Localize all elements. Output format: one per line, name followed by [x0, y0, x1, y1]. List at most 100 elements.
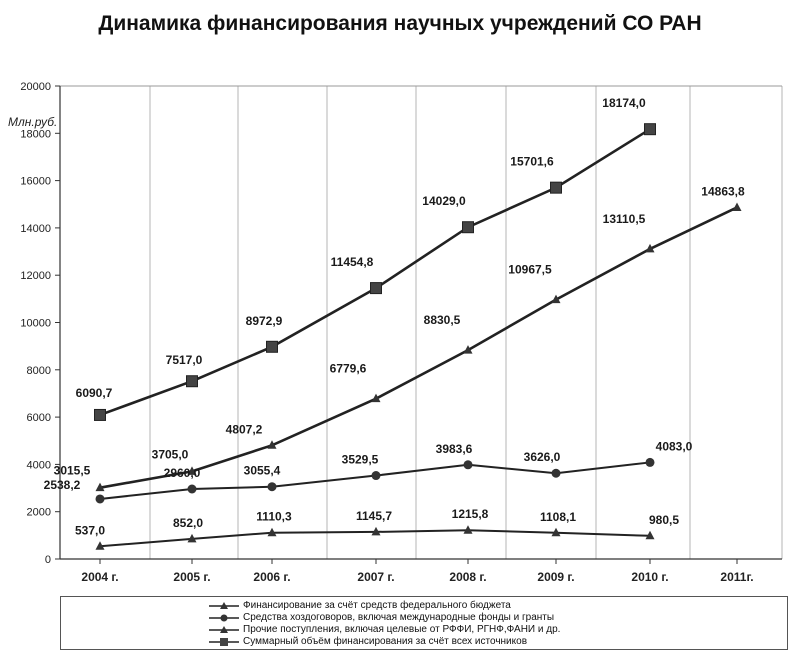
data-point-circle: [463, 460, 473, 470]
data-label: 3529,5: [342, 453, 379, 467]
data-point-square: [266, 340, 278, 353]
legend-item: Прочие поступления, включая целевые от Р…: [209, 624, 560, 636]
legend-swatch-icon: [209, 638, 239, 646]
y-tick-label: 20000: [20, 81, 51, 93]
data-point-square: [550, 181, 562, 194]
data-point-triangle: [95, 482, 105, 492]
x-tick-label: 2010 г.: [631, 570, 668, 584]
y-tick-label: 2000: [27, 507, 51, 519]
data-label: 537,0: [75, 523, 105, 537]
data-point-square: [644, 123, 656, 136]
series-layer: [94, 123, 742, 550]
data-label: 11454,8: [331, 255, 374, 269]
legend-item: Суммарный объём финансирования за счёт в…: [209, 636, 527, 648]
data-point-circle: [371, 471, 381, 481]
data-point-triangle: [371, 526, 381, 536]
data-label: 6779,6: [330, 362, 367, 376]
series-3: [95, 525, 655, 550]
data-label: 2960,0: [164, 466, 201, 480]
data-point-triangle: [551, 294, 561, 304]
x-tick-label: 2005 г.: [173, 570, 210, 584]
data-point-circle: [267, 482, 277, 492]
series-line: [99, 128, 651, 417]
data-point-circle: [551, 468, 561, 478]
data-labels: 3015,5 3705,0 4807,2 6779,6 8830,5 10967,5 131…: [44, 96, 745, 537]
y-tick-label: 18000: [20, 128, 51, 140]
legend: Финансирование за счёт средств федеральн…: [60, 596, 788, 650]
data-point-triangle: [267, 440, 277, 449]
data-label: 1145,7: [356, 509, 392, 523]
series-2: [95, 457, 655, 504]
data-point-circle: [95, 494, 105, 504]
data-point-circle: [187, 484, 197, 494]
y-tick-label: 10000: [20, 318, 51, 330]
legend-label: Средства хоздоговоров, включая междунаро…: [243, 612, 555, 623]
data-label: 3705,0: [152, 447, 189, 461]
data-label: 14029,0: [422, 194, 466, 208]
data-label: 3626,0: [524, 450, 561, 464]
data-label: 852,0: [173, 516, 203, 530]
data-label: 18174,0: [602, 96, 646, 110]
chart-title: Динамика финансирования научных учрежден…: [98, 12, 702, 35]
data-label: 7517,0: [166, 353, 203, 367]
data-label: 1108,1: [540, 510, 576, 524]
line-chart: 0 2000 4000 6000 8000 10000 12000 14000 16000 180…: [8, 81, 783, 584]
data-point-triangle: [95, 541, 105, 550]
data-label: 8830,5: [424, 313, 461, 327]
data-label: 3055,4: [244, 464, 281, 478]
series-4: [94, 123, 656, 421]
data-point-triangle: [645, 243, 655, 253]
data-point-triangle: [463, 525, 473, 534]
data-point-square: [94, 408, 106, 421]
x-tick-label: 2004 г.: [81, 570, 118, 584]
data-point-triangle: [645, 530, 655, 540]
legend-item: Финансирование за счёт средств федеральн…: [209, 600, 511, 612]
y-tick-label: 4000: [27, 459, 51, 471]
legend-swatch-icon: [209, 602, 239, 609]
x-tick-label: 2009 г.: [537, 570, 574, 584]
data-point-triangle: [551, 527, 561, 537]
x-tick-label: 2006 г.: [253, 570, 290, 584]
data-label: 3015,5: [54, 464, 91, 478]
grid-lines: [59, 85, 783, 559]
data-label: 980,5: [649, 513, 679, 527]
data-label: 4083,0: [656, 439, 693, 453]
data-point-square: [462, 221, 474, 234]
data-label: 13110,5: [603, 212, 646, 226]
data-point-circle: [645, 457, 655, 467]
data-label: 8972,9: [246, 314, 283, 328]
y-tick-label: 12000: [20, 270, 51, 282]
data-point-square: [370, 282, 382, 295]
data-label: 10967,5: [508, 263, 552, 277]
data-label: 15701,6: [510, 155, 554, 169]
axes: 0 2000 4000 6000 8000 10000 12000 14000 16000 180…: [20, 81, 782, 584]
y-tick-label: 8000: [27, 365, 51, 377]
legend-label: Суммарный объём финансирования за счёт в…: [243, 636, 528, 647]
data-point-triangle: [371, 393, 381, 403]
x-tick-label: 2007 г.: [357, 570, 394, 584]
legend-swatch-icon: [209, 614, 239, 622]
data-label: 14863,8: [701, 184, 745, 198]
x-tick-label: 2008 г.: [449, 570, 486, 584]
legend-item: Средства хоздоговоров, включая междунаро…: [209, 612, 554, 624]
y-unit-label: Млн.руб.: [8, 115, 57, 129]
data-label: 4807,2: [226, 422, 263, 436]
data-point-triangle: [732, 202, 742, 211]
y-tick-label: 0: [45, 554, 51, 566]
series-line: [99, 206, 738, 489]
y-tick-label: 14000: [20, 223, 51, 235]
data-label: 2538,2: [44, 478, 81, 492]
data-point-triangle: [187, 466, 197, 475]
y-tick-label: 6000: [27, 412, 51, 424]
data-point-triangle: [463, 345, 473, 354]
data-point-triangle: [187, 533, 197, 543]
legend-swatch-icon: [209, 626, 239, 633]
series-1: [95, 202, 742, 492]
legend-label: Прочие поступления, включая целевые от Р…: [243, 624, 561, 635]
data-point-square: [186, 375, 198, 388]
data-label: 6090,7: [76, 386, 113, 400]
data-label: 1110,3: [256, 510, 292, 524]
data-label: 3983,6: [436, 442, 473, 456]
x-tick-label: 2011г.: [720, 570, 753, 584]
legend-label: Финансирование за счёт средств федеральн…: [243, 600, 511, 611]
